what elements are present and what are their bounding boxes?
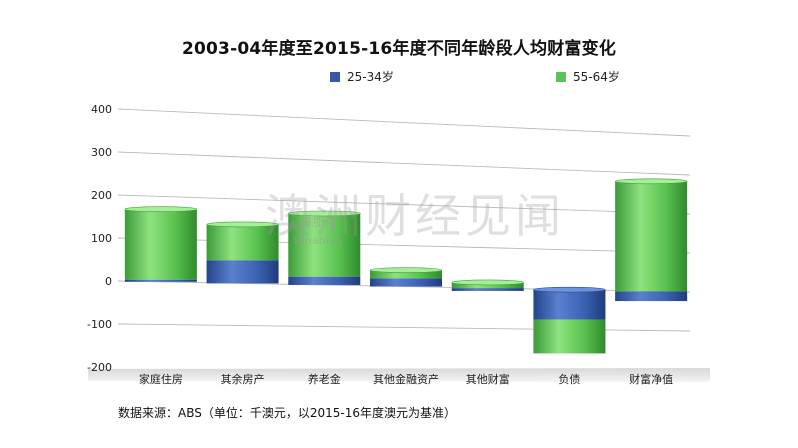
bar-series-2 — [370, 270, 442, 279]
bar-series-2 — [288, 213, 361, 277]
y-tick-label: 100 — [91, 232, 112, 245]
bar-series-1 — [533, 289, 606, 320]
bar-cap — [369, 267, 443, 273]
bar-series-2 — [206, 224, 279, 261]
bar-series-2 — [451, 282, 524, 289]
bar-series-1 — [370, 278, 442, 287]
chart-title: 2003-04年度至2015-16年度不同年龄段人均财富变化 — [181, 39, 617, 59]
legend-item-series-1: 25-34岁 — [330, 68, 394, 85]
y-tick-label: 0 — [105, 275, 112, 288]
x-tick-label: 养老金 — [308, 372, 341, 386]
gridline — [117, 194, 691, 215]
bar-series-1 — [206, 260, 279, 284]
legend-item-series-2: 55-64岁 — [556, 68, 620, 85]
watermark-text: 澳洲财经见闻 — [265, 189, 565, 243]
bar-series-1 — [615, 291, 688, 302]
bar-cap — [287, 210, 361, 217]
bar-cap — [614, 178, 688, 185]
y-tick-label: -200 — [87, 361, 112, 374]
y-tick-label: 200 — [91, 189, 112, 202]
watermark-sub-cn: 油那边 — [298, 215, 337, 230]
bar-series-2 — [615, 181, 688, 292]
watermark: 澳洲财经见闻 油那边 Hinabian — [265, 189, 565, 247]
y-tick-label: -100 — [87, 318, 112, 331]
y-tick-label: 400 — [91, 103, 112, 116]
legend-swatch-series-2 — [556, 71, 566, 82]
bar-cap — [206, 221, 279, 228]
bar-series-1 — [288, 276, 361, 285]
chart-floor — [88, 368, 710, 382]
x-tick-label: 其他金融资产 — [373, 372, 439, 386]
source-note: 数据来源：ABS（单位：千澳元，以2015-16年度澳元为基准） — [118, 406, 456, 420]
x-tick-label: 其余房产 — [221, 372, 265, 386]
bar-cap — [451, 279, 525, 286]
bar-cap — [124, 206, 198, 213]
gridline — [117, 108, 691, 137]
legend-swatch-series-1 — [330, 71, 340, 82]
x-tick-label: 负债 — [558, 372, 580, 386]
x-tick-label: 家庭住房 — [139, 372, 183, 386]
x-tick-label: 财富净值 — [629, 372, 673, 386]
y-tick-label: 300 — [91, 146, 112, 159]
bar-series-2 — [124, 209, 197, 280]
bar-series-2 — [533, 319, 606, 354]
bar-series-1 — [451, 288, 524, 291]
watermark-sub-en: Hinabian — [294, 234, 343, 247]
bar-series-1 — [124, 279, 197, 282]
gridline — [117, 151, 691, 176]
bar-cap — [533, 286, 606, 293]
legend-label-series-1: 25-34岁 — [347, 70, 394, 84]
legend-label-series-2: 55-64岁 — [573, 70, 620, 84]
x-tick-label: 其他财富 — [466, 372, 510, 386]
